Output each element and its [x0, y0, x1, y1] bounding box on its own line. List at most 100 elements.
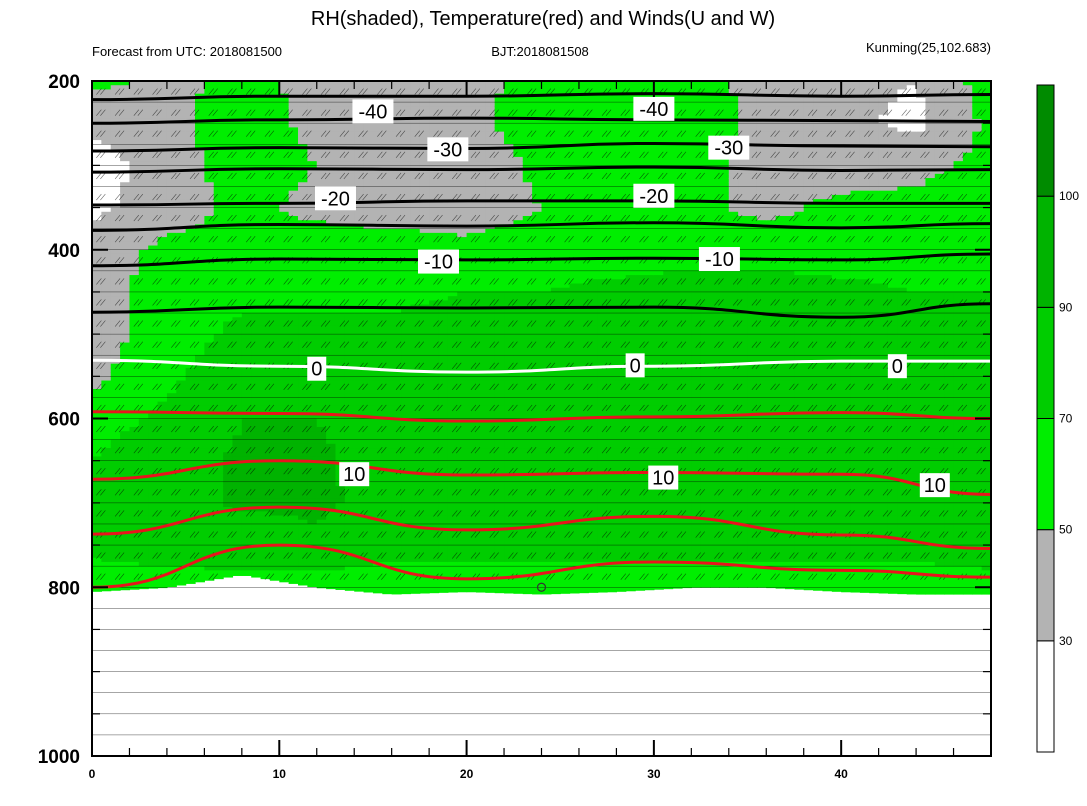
rh-cell: [260, 321, 271, 327]
rh-cell: [382, 308, 393, 314]
rh-cell: [110, 258, 121, 264]
rh-cell: [269, 97, 280, 103]
rh-cell: [288, 199, 299, 204]
rh-cell: [269, 439, 280, 445]
rh-cell: [447, 481, 458, 487]
rh-cell: [326, 123, 337, 129]
rh-cell: [138, 152, 149, 158]
rh-cell: [326, 452, 337, 458]
rh-cell: [148, 561, 159, 567]
rh-cell: [438, 85, 449, 91]
rh-cell: [204, 355, 215, 361]
rh-cell: [326, 422, 337, 428]
rh-cell: [419, 502, 430, 508]
rh-cell: [298, 494, 308, 500]
rh-cell: [466, 401, 477, 407]
rh-cell: [223, 561, 234, 567]
rh-cell: [223, 262, 234, 268]
rh-cell: [288, 502, 299, 508]
rh-cell: [279, 140, 290, 145]
rh-cell: [185, 144, 196, 150]
rh-cell: [204, 190, 215, 196]
rh-cell: [419, 178, 430, 183]
rh-cell: [166, 380, 177, 386]
rh-cell: [269, 190, 280, 196]
rh-cell: [335, 270, 346, 276]
rh-cell: [457, 376, 468, 382]
rh-cell: [129, 334, 140, 339]
rh-cell: [298, 279, 308, 285]
rh-cell: [419, 338, 430, 344]
rh-cell: [307, 199, 318, 204]
rh-cell: [110, 443, 121, 449]
rh-cell: [326, 114, 337, 120]
rh-cell: [382, 393, 393, 399]
rh-cell: [138, 178, 149, 183]
rh-cell: [157, 275, 168, 280]
rh-cell: [110, 287, 121, 293]
rh-cell: [213, 380, 224, 386]
rh-cell: [129, 515, 140, 521]
rh-cell: [279, 207, 290, 213]
rh-cell: [372, 456, 383, 462]
rh-cell: [138, 486, 149, 491]
rh-cell: [101, 342, 112, 348]
rh-cell: [382, 574, 393, 580]
rh-cell: [157, 448, 168, 453]
rh-cell: [251, 477, 262, 483]
rh-cell: [307, 418, 318, 424]
rh-cell: [195, 477, 205, 483]
rh-cell: [447, 97, 458, 103]
rh-cell: [101, 570, 112, 576]
rh-cell: [475, 216, 486, 221]
rh-cell: [101, 490, 112, 496]
rh-cell: [120, 300, 131, 306]
rh-cell: [307, 262, 318, 268]
rh-cell: [120, 498, 131, 504]
rh-cell: [335, 422, 346, 428]
rh-cell: [92, 511, 102, 517]
rh-cell: [298, 456, 308, 462]
rh-cell: [92, 85, 102, 91]
rh-cell: [457, 439, 468, 445]
rh-cell: [269, 262, 280, 268]
rh-cell: [195, 308, 205, 314]
rh-cell: [195, 148, 205, 154]
rh-cell: [457, 207, 468, 213]
rh-cell: [129, 258, 140, 264]
rh-cell: [335, 401, 346, 407]
rh-cell: [419, 384, 430, 390]
rh-cell: [429, 283, 440, 289]
rh-cell: [166, 304, 177, 310]
rh-cell: [260, 342, 271, 348]
rh-cell: [120, 372, 131, 377]
rh-cell: [101, 334, 112, 339]
rh-cell: [457, 486, 468, 491]
rh-cell: [429, 557, 440, 563]
rh-cell: [101, 338, 112, 344]
rh-cell: [232, 566, 243, 571]
rh-cell: [288, 393, 299, 399]
rh-cell: [307, 156, 318, 162]
rh-cell: [166, 85, 177, 91]
rh-cell: [279, 405, 290, 411]
rh-cell: [213, 89, 224, 95]
rh-cell: [419, 498, 430, 504]
rh-cell: [185, 536, 196, 542]
rh-cell: [195, 216, 205, 221]
rh-cell: [438, 275, 449, 280]
rh-cell: [157, 435, 168, 441]
rh-cell: [148, 161, 159, 166]
rh-cell: [223, 123, 234, 129]
rh-cell: [457, 127, 468, 133]
rh-cell: [326, 266, 337, 272]
rh-cell: [251, 85, 262, 91]
rh-cell: [138, 367, 149, 373]
rh-cell: [176, 494, 187, 500]
rh-cell: [344, 574, 355, 580]
rh-cell: [204, 178, 215, 183]
rh-cell: [260, 519, 271, 525]
rh-cell: [279, 325, 290, 331]
rh-cell: [410, 97, 421, 103]
rh-cell: [447, 540, 458, 546]
